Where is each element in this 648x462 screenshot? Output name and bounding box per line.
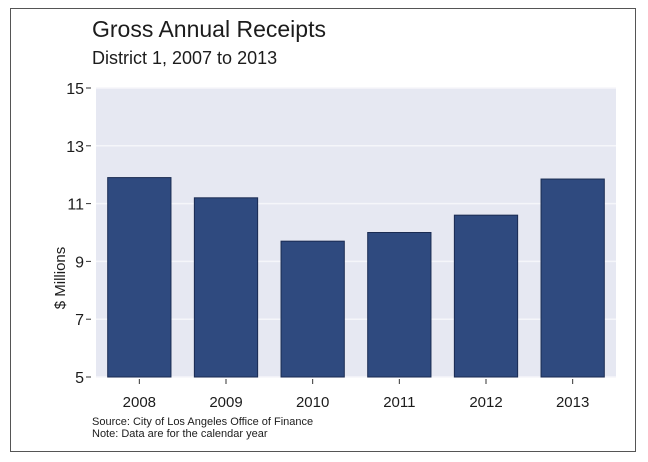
x-ticks: 2008 2009 2010 2011 2012 2013 [123, 379, 589, 411]
bar-2012 [453, 214, 519, 378]
plot-area [96, 88, 616, 377]
bar-2013 [540, 178, 605, 378]
bar-2011 [367, 232, 432, 378]
chart-title: Gross Annual Receipts [92, 16, 326, 42]
x-tick-label: 2011 [383, 394, 415, 411]
bars [107, 177, 605, 378]
y-tick-label: 13 [66, 139, 84, 156]
bar-2008 [107, 177, 172, 378]
bar-2009 [193, 197, 259, 378]
chart-subtitle: District 1, 2007 to 2013 [92, 48, 278, 68]
gridlines [96, 87, 616, 378]
x-tick-label: 2012 [469, 394, 502, 411]
x-tick-label: 2013 [556, 394, 589, 411]
y-ticks: 5 7 9 11 13 15 [66, 81, 91, 387]
y-tick-label: 5 [75, 370, 84, 387]
bar-2010 [280, 240, 345, 378]
y-tick-label: 7 [75, 312, 84, 329]
x-tick-label: 2010 [296, 394, 329, 411]
x-tick-label: 2008 [123, 394, 156, 411]
data-note: Note: Data are for the calendar year [92, 428, 268, 440]
y-tick-label: 15 [66, 81, 84, 98]
source-note: Source: City of Los Angeles Office of Fi… [92, 416, 314, 428]
chart-notes: Source: City of Los Angeles Office of Fi… [92, 416, 313, 440]
x-tick-label: 2009 [209, 394, 242, 411]
y-tick-label: 9 [75, 254, 84, 271]
y-tick-label: 11 [67, 197, 84, 214]
